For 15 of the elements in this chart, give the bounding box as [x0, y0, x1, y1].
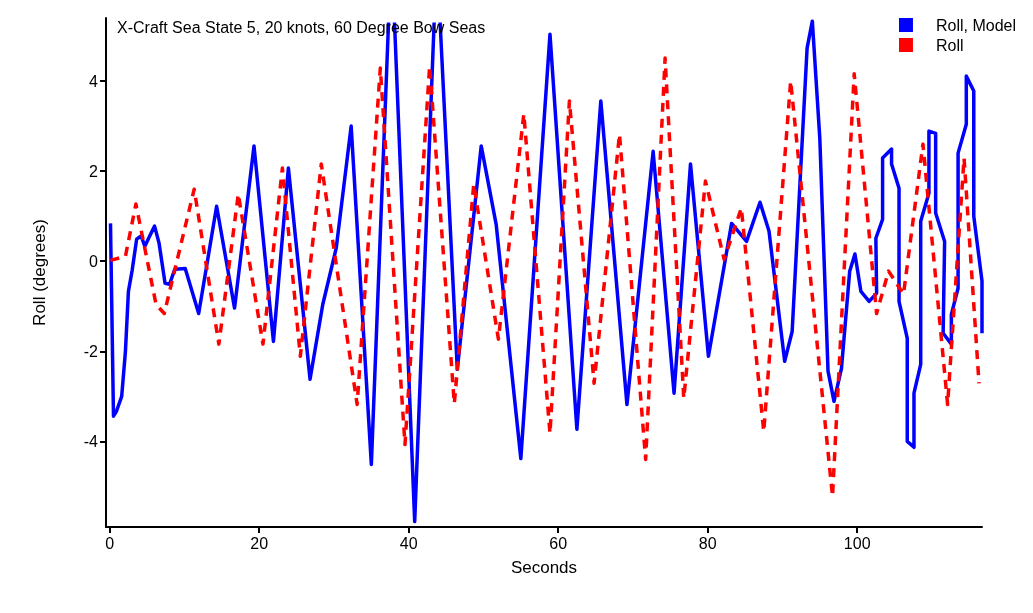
y-tick-label: 2 — [89, 162, 99, 180]
x-tick-label: 20 — [250, 534, 269, 552]
y-tick-label: -2 — [83, 342, 99, 360]
legend-label: Roll — [935, 36, 964, 54]
x-axis-title: Seconds — [510, 558, 578, 577]
y-tick-label: 0 — [89, 252, 99, 270]
y-tick-label: -4 — [83, 432, 99, 450]
y-axis-title: Roll (degrees) — [30, 219, 49, 326]
x-tick-label: 40 — [399, 534, 418, 552]
x-tick-label: 80 — [698, 534, 717, 552]
x-tick-label: 100 — [843, 534, 871, 552]
x-tick-label: 60 — [549, 534, 568, 552]
x-tick-label: 0 — [105, 534, 115, 552]
y-tick-label: 4 — [89, 72, 99, 90]
legend-label: Roll, Model — [935, 16, 1016, 34]
